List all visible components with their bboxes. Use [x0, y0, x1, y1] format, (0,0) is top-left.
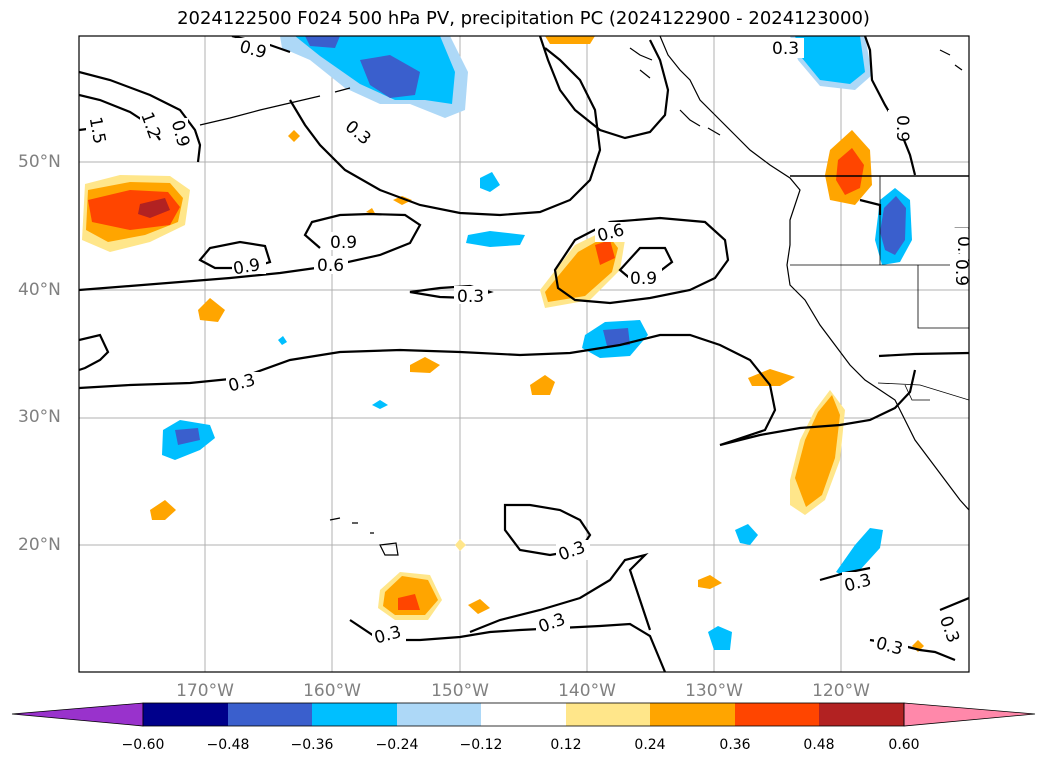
colorbar-segment [650, 703, 735, 726]
contour-label: 1.2 [136, 110, 164, 142]
map-area: 0.9 0.3 1.5 1.2 0.9 0.3 0.9 0.6 0.9 0.3 … [79, 36, 971, 672]
colorbar-arrow-left [11, 702, 144, 727]
colorbar-tick-label: 0.12 [550, 737, 582, 753]
colorbar-tick-label: 0.24 [634, 737, 666, 753]
colorbar-tick-label: −0.24 [375, 737, 419, 753]
colorbar-segment [228, 703, 312, 726]
contour-label: 0.9 [630, 269, 657, 289]
lat-label: 40°N [18, 280, 61, 300]
colorbar-segment [397, 703, 481, 726]
colorbar [11, 702, 1036, 727]
colorbar-tick-label: −0.48 [206, 737, 250, 753]
contour-label: 0.9 [330, 233, 357, 253]
colorbar-segment [143, 703, 228, 726]
contour-label: 1.5 [85, 115, 109, 145]
lon-label: 120°W [812, 681, 870, 701]
contour-label: 0.3 [772, 39, 799, 59]
precip-positive-blobs [82, 36, 924, 652]
contour-label: 0.3 [457, 287, 484, 307]
lon-label: 130°W [685, 681, 743, 701]
map-frame [78, 35, 970, 673]
colorbar-arrow-right [903, 702, 1036, 727]
lon-label: 160°W [303, 681, 361, 701]
colorbar-segment [481, 703, 566, 726]
colorbar-tick-label: −0.60 [121, 737, 165, 753]
lon-label: 170°W [176, 681, 234, 701]
lat-label: 20°N [18, 535, 61, 555]
coastlines [199, 36, 969, 556]
colorbar-tick-label: −0.12 [459, 737, 503, 753]
lat-label: 50°N [18, 152, 61, 172]
colorbar-tick-label: 0.36 [719, 737, 751, 753]
colorbar-segment [819, 703, 904, 726]
contour-label: 0.6 [317, 256, 344, 276]
colorbar-tick-label: −0.36 [290, 737, 334, 753]
colorbar-tick-label: 0.60 [888, 737, 920, 753]
pv-contours [79, 36, 969, 672]
contour-labels: 0.9 0.3 1.5 1.2 0.9 0.3 0.9 0.6 0.9 0.3 … [85, 37, 971, 660]
colorbar-tick-label: 0.48 [803, 737, 835, 753]
colorbar-segment [312, 703, 397, 726]
lon-label: 150°W [431, 681, 489, 701]
contour-label: 0.3 [341, 117, 375, 150]
lon-label: 140°W [558, 681, 616, 701]
contour-label: 0.9 [951, 259, 971, 286]
colorbar-segment [735, 703, 819, 726]
contour-label: 0.9 [892, 115, 912, 142]
precip-negative-blobs [162, 36, 912, 650]
contour-label: 0.9 [232, 255, 262, 279]
colorbar-segment [566, 703, 650, 726]
map-title: 2024122500 F024 500 hPa PV, precipitatio… [177, 8, 870, 29]
lat-label: 30°N [18, 407, 61, 427]
